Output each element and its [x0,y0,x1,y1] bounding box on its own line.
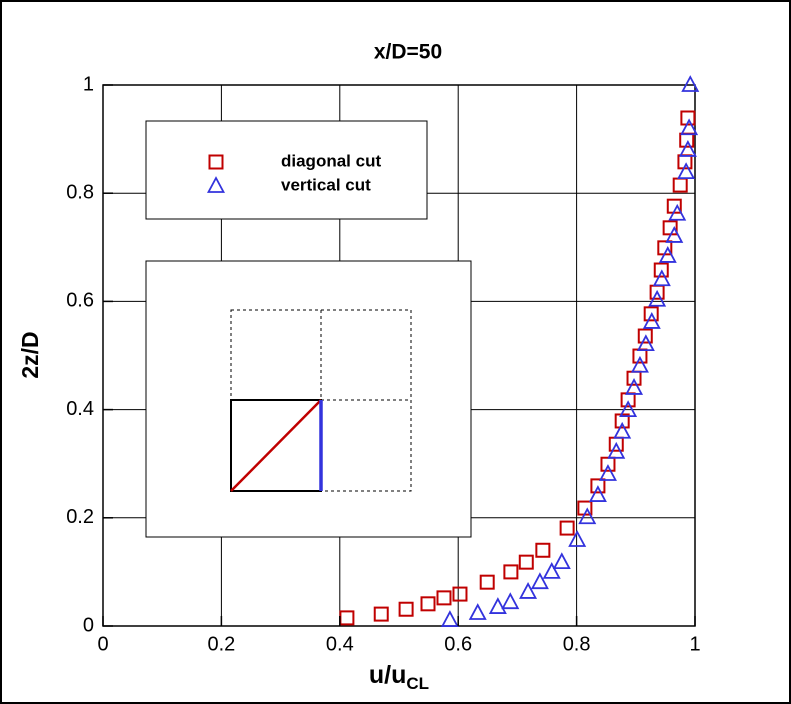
square-marker [420,596,436,612]
marks [339,75,700,627]
triangle-marker [630,355,649,373]
diagonal-cut-line [230,399,322,492]
triangle-marker [642,312,661,329]
triangle-marker [568,530,587,547]
triangle-marker [680,118,699,136]
triangle-marker [488,597,507,614]
y-tick-label: 0.2 [66,506,94,528]
triangle-marker [636,334,655,352]
x-axis-label: u/uCL [369,661,429,694]
triangle-marker [530,572,549,590]
triangle-marker [598,464,617,481]
x-tick-label: 0.6 [444,633,472,655]
x-tick-label: 0.4 [326,633,354,655]
x-tick-label: 0.2 [207,633,235,655]
square-marker [436,590,452,606]
triangle-marker [613,421,632,439]
square-marker [559,520,575,536]
triangle-marker [501,592,520,610]
square-marker [452,586,468,602]
square-marker [518,554,534,570]
triangle-marker [652,269,671,287]
square-marker [643,306,659,322]
square-marker [208,154,224,170]
legend-box [145,120,428,220]
y-axis-label: 2z/D [17,331,43,378]
triangle-marker [677,162,696,180]
square-marker [373,606,389,622]
y-tick-label: 0.4 [66,398,94,420]
triangle-marker [578,507,597,525]
triangle-marker [588,485,607,502]
x-axis-label-sub: CL [406,674,429,693]
triangle-marker [206,176,226,193]
x-axis-label-main: u/u [369,661,407,689]
triangle-marker [668,203,687,221]
chart-title: x/D=50 [374,41,442,64]
y-tick-label: 0.6 [66,290,94,312]
triangle-marker [658,246,677,263]
y-tick-label: 0 [83,614,94,636]
x-tick-label: 0 [97,633,108,655]
triangle-marker [468,603,487,620]
triangle-marker [519,582,538,599]
x-tick-label: 0.8 [563,633,591,655]
legend-label: vertical cut [281,175,371,194]
triangle-marker [552,552,571,570]
triangle-marker [665,226,684,243]
plot-border [102,84,696,627]
triangle-marker [625,378,644,395]
square-marker [653,262,669,278]
square-marker [398,601,414,617]
triangle-marker [619,400,638,418]
square-marker [479,574,495,590]
triangle-marker [607,441,626,459]
square-marker [680,110,696,126]
y-tick-label: 1 [83,73,94,95]
square-marker [503,564,519,580]
legend: diagonal cut vertical cut [145,120,428,220]
legend-label: diagonal cut [281,151,381,170]
square-marker [590,478,606,494]
y-tick-label: 0.8 [66,181,94,203]
x-tick-label: 1 [689,633,700,655]
triangle-marker [648,289,667,307]
triangle-marker [542,561,561,579]
triangle-marker [678,140,697,157]
square-marker [637,328,653,344]
triangle-marker [681,75,700,92]
square-marker [535,542,551,558]
triangle-marker [440,610,459,627]
inset-diagram [145,260,472,538]
